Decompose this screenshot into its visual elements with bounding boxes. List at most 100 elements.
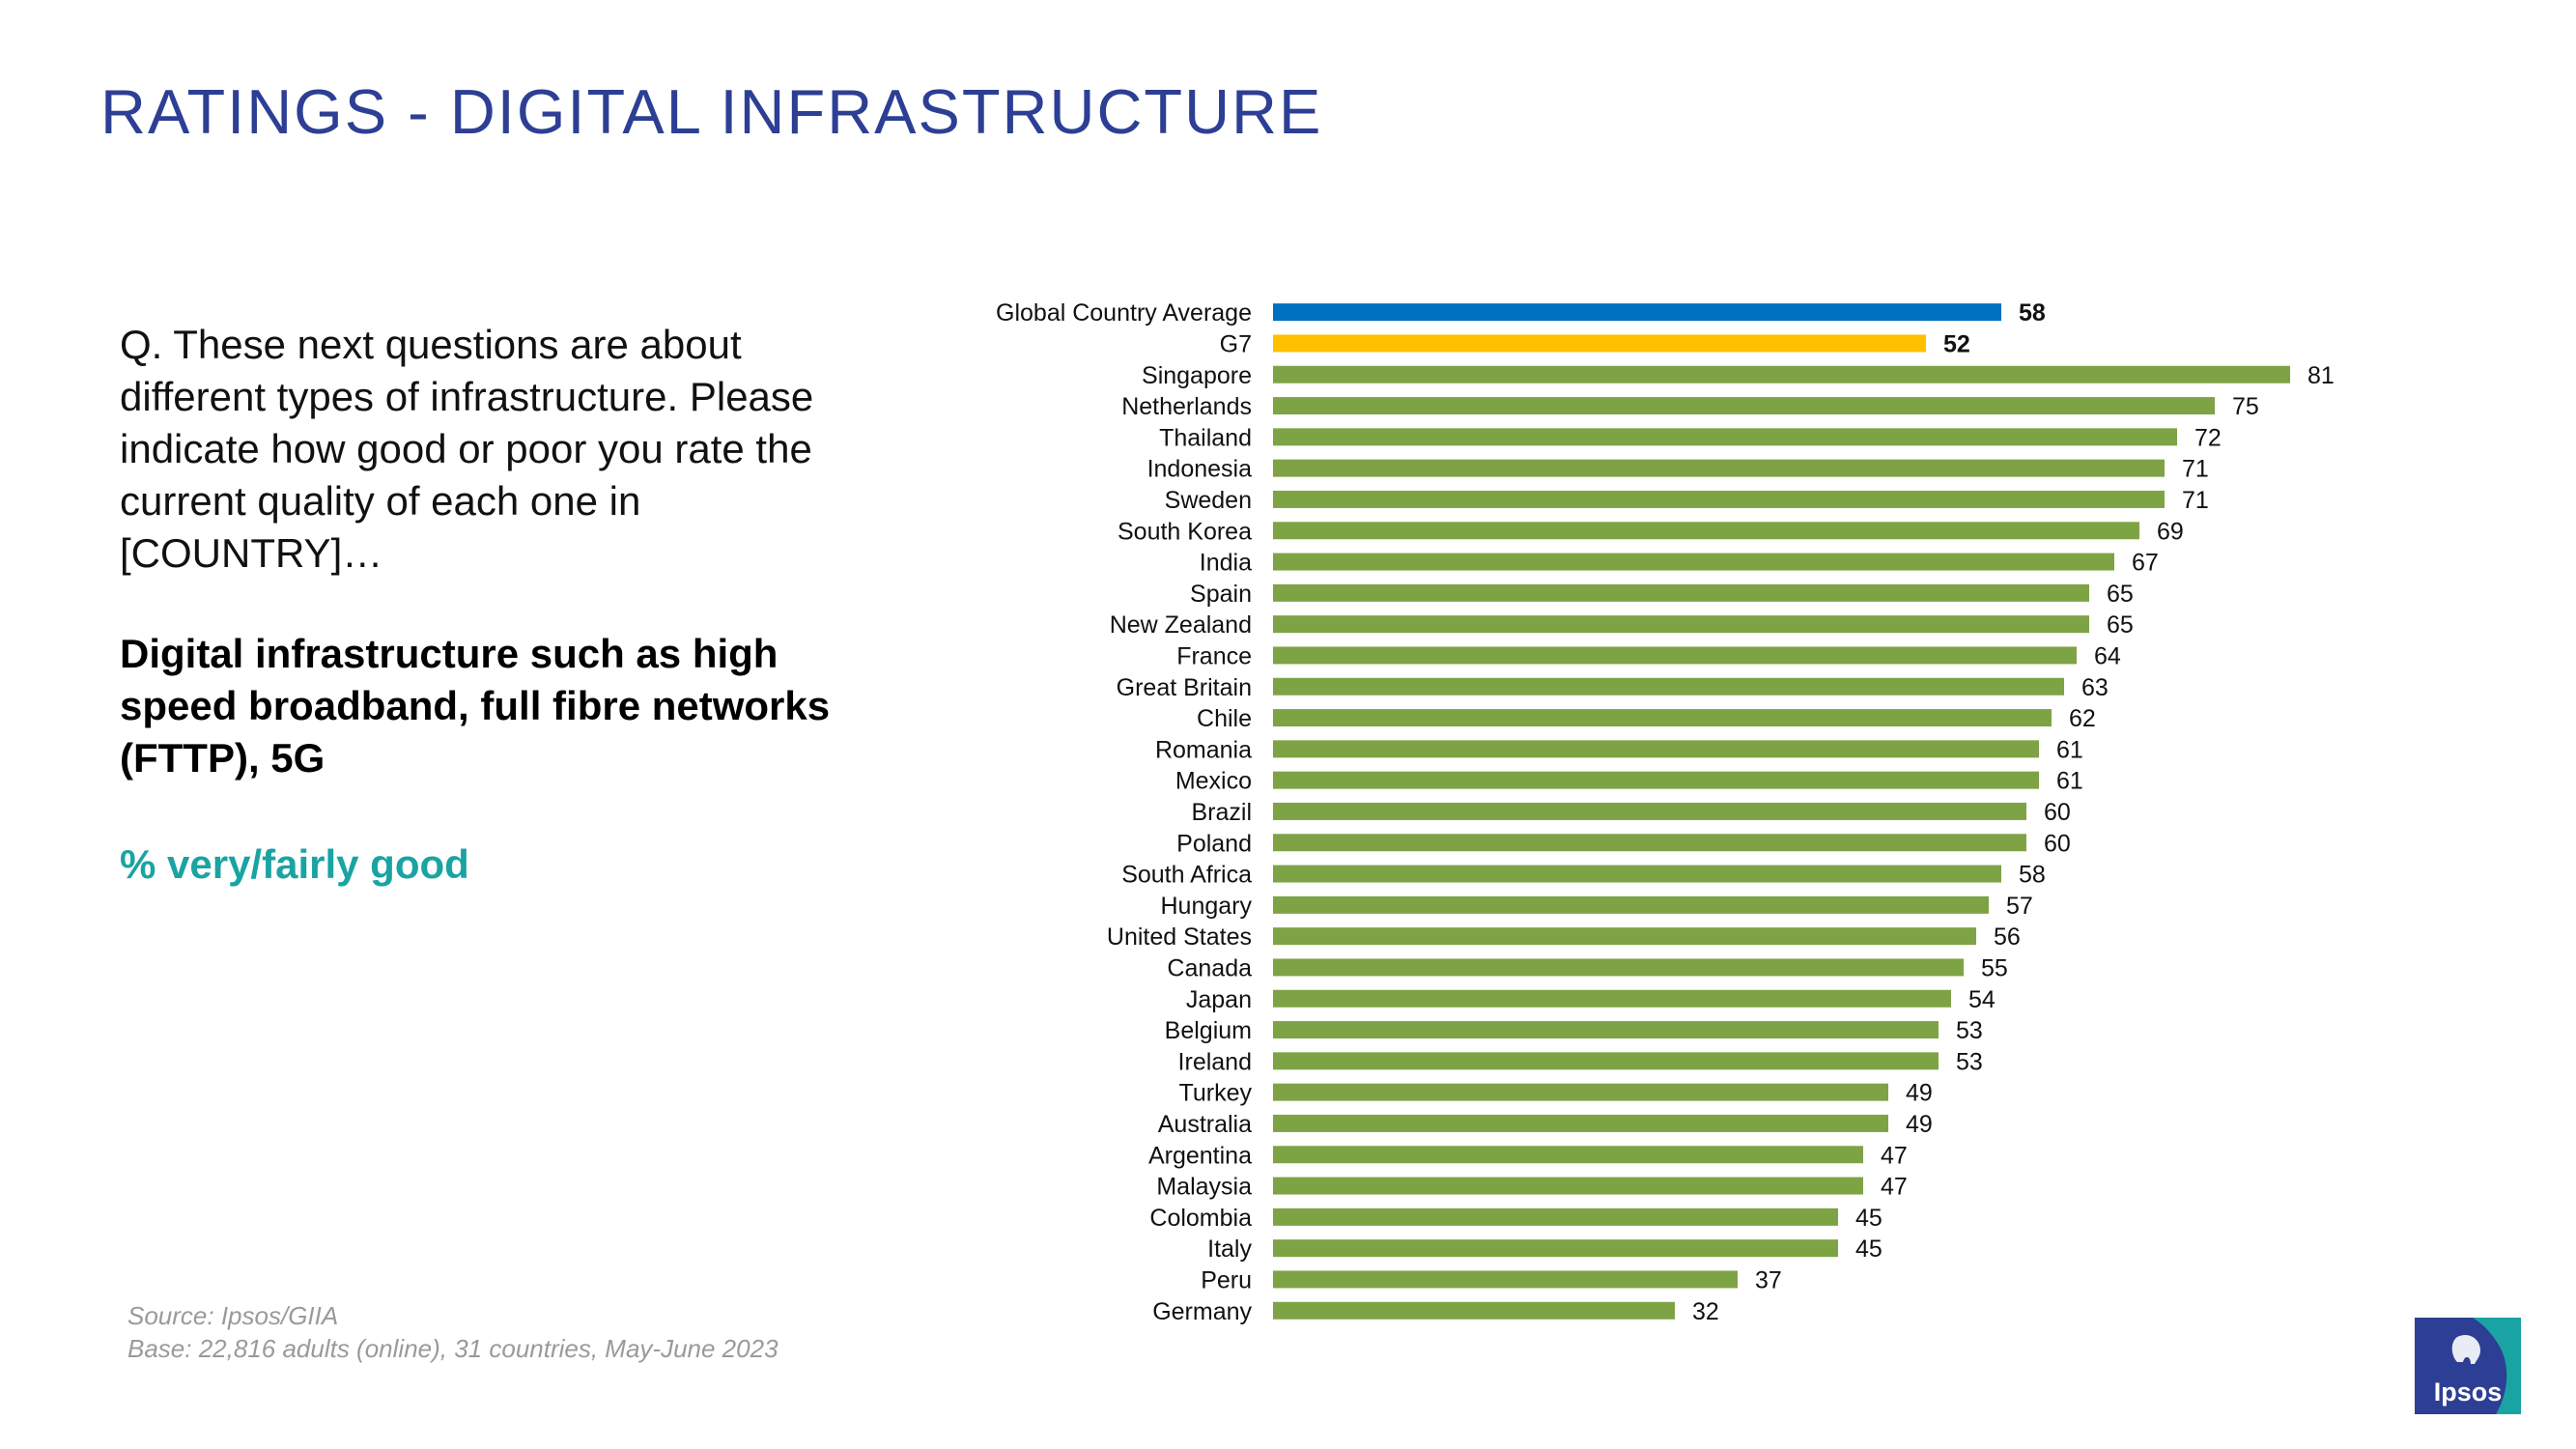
value-label: 53 (1956, 1017, 1983, 1044)
bar-turkey (1273, 1083, 1888, 1101)
bar-malaysia (1273, 1177, 1863, 1195)
bar-global-country-average (1273, 303, 2001, 322)
bar-australia (1273, 1114, 1888, 1132)
category-label: Brazil (1191, 799, 1252, 826)
value-label: 64 (2094, 642, 2121, 669)
value-label: 71 (2182, 487, 2209, 514)
category-label: G7 (1220, 330, 1252, 357)
bar-brazil (1273, 802, 2026, 820)
value-label: 49 (1906, 1080, 1933, 1107)
bar-south-africa (1273, 865, 2001, 883)
value-label: 37 (1755, 1266, 1782, 1293)
source-note: Source: Ipsos/GIIA (127, 1301, 339, 1330)
value-label: 55 (1981, 954, 2008, 981)
category-label: Netherlands (1121, 393, 1252, 420)
value-label: 52 (1943, 330, 1970, 357)
bar-g7 (1273, 334, 1926, 353)
value-label: 60 (2044, 799, 2071, 826)
bar-netherlands (1273, 397, 2215, 415)
value-label: 32 (1692, 1298, 1719, 1325)
logo-text: Ipsos (2434, 1378, 2503, 1406)
value-label: 53 (1956, 1048, 1983, 1075)
bar-indonesia (1273, 459, 2165, 477)
bar-sweden (1273, 490, 2165, 508)
value-label: 65 (2107, 611, 2134, 639)
bar-belgium (1273, 1021, 1939, 1039)
category-label: Poland (1176, 830, 1252, 857)
category-label: Malaysia (1156, 1174, 1252, 1201)
category-label: Argentina (1148, 1142, 1252, 1169)
category-label: Singapore (1142, 362, 1252, 389)
bar-spain (1273, 583, 2089, 602)
value-label: 60 (2044, 830, 2071, 857)
value-label: 62 (2069, 705, 2096, 732)
category-label: India (1200, 550, 1252, 577)
category-label: Thailand (1159, 424, 1252, 451)
category-label: Sweden (1165, 487, 1252, 514)
category-label: Indonesia (1147, 456, 1253, 483)
category-label: France (1176, 642, 1252, 669)
infrastructure-label: Digital infrastructure such as high spee… (120, 631, 831, 781)
category-label: Australia (1158, 1111, 1252, 1138)
base-note: Base: 22,816 adults (online), 31 countri… (127, 1334, 778, 1363)
bar-argentina (1273, 1146, 1863, 1164)
bar-france (1273, 646, 2077, 665)
bar-ireland (1273, 1052, 1939, 1070)
category-label: Germany (1152, 1298, 1252, 1325)
value-label: 45 (1855, 1205, 1882, 1232)
value-label: 47 (1881, 1142, 1908, 1169)
category-label: South Korea (1118, 518, 1252, 545)
logo-teal-swoosh (2473, 1318, 2521, 1414)
question-text: Q. These next questions are about differ… (120, 322, 814, 576)
value-label: 49 (1906, 1111, 1933, 1138)
slide-title: RATINGS - DIGITAL INFRASTRUCTURE (100, 76, 1323, 147)
value-label: 61 (2056, 736, 2083, 763)
bar-great-britain (1273, 677, 2064, 696)
bar-mexico (1273, 771, 2039, 789)
bar-new-zealand (1273, 615, 2089, 634)
bar-south-korea (1273, 522, 2139, 540)
category-label: New Zealand (1110, 611, 1252, 639)
category-label: Hungary (1161, 893, 1253, 920)
value-label: 56 (1994, 923, 2021, 951)
category-label: Great Britain (1117, 674, 1252, 701)
category-label: Italy (1207, 1236, 1252, 1263)
value-label: 81 (2307, 362, 2335, 389)
bar-japan (1273, 989, 1951, 1008)
value-label: 47 (1881, 1174, 1908, 1201)
value-label: 72 (2194, 424, 2222, 451)
value-label: 57 (2006, 893, 2033, 920)
bar-canada (1273, 958, 1964, 977)
value-label: 61 (2056, 768, 2083, 795)
category-label: Peru (1201, 1266, 1252, 1293)
value-label: 67 (2132, 550, 2159, 577)
category-label: Chile (1197, 705, 1252, 732)
value-label: 58 (2019, 862, 2046, 889)
category-label: Global Country Average (996, 299, 1252, 327)
bar-poland (1273, 834, 2026, 852)
category-label: Spain (1190, 581, 1252, 608)
bar-romania (1273, 740, 2039, 758)
value-label: 58 (2019, 299, 2046, 327)
logo-head-icon (2451, 1334, 2480, 1364)
bar-italy (1273, 1239, 1838, 1258)
value-label: 69 (2157, 518, 2184, 545)
value-label: 63 (2081, 674, 2109, 701)
category-label: Japan (1186, 986, 1252, 1013)
bar-colombia (1273, 1208, 1838, 1226)
bar-india (1273, 553, 2114, 571)
value-label: 71 (2182, 456, 2209, 483)
bar-chile (1273, 709, 2052, 727)
category-label: United States (1107, 923, 1252, 951)
value-label: 45 (1855, 1236, 1882, 1263)
category-label: Canada (1167, 954, 1252, 981)
bar-hungary (1273, 895, 1989, 914)
category-label: South Africa (1121, 862, 1252, 889)
ipsos-logo: Ipsos (2415, 1318, 2521, 1414)
category-label: Belgium (1165, 1017, 1252, 1044)
value-label: 75 (2232, 393, 2259, 420)
value-label: 54 (1968, 986, 1996, 1013)
metric-label: % very/fairly good (120, 841, 469, 887)
category-label: Romania (1155, 736, 1252, 763)
